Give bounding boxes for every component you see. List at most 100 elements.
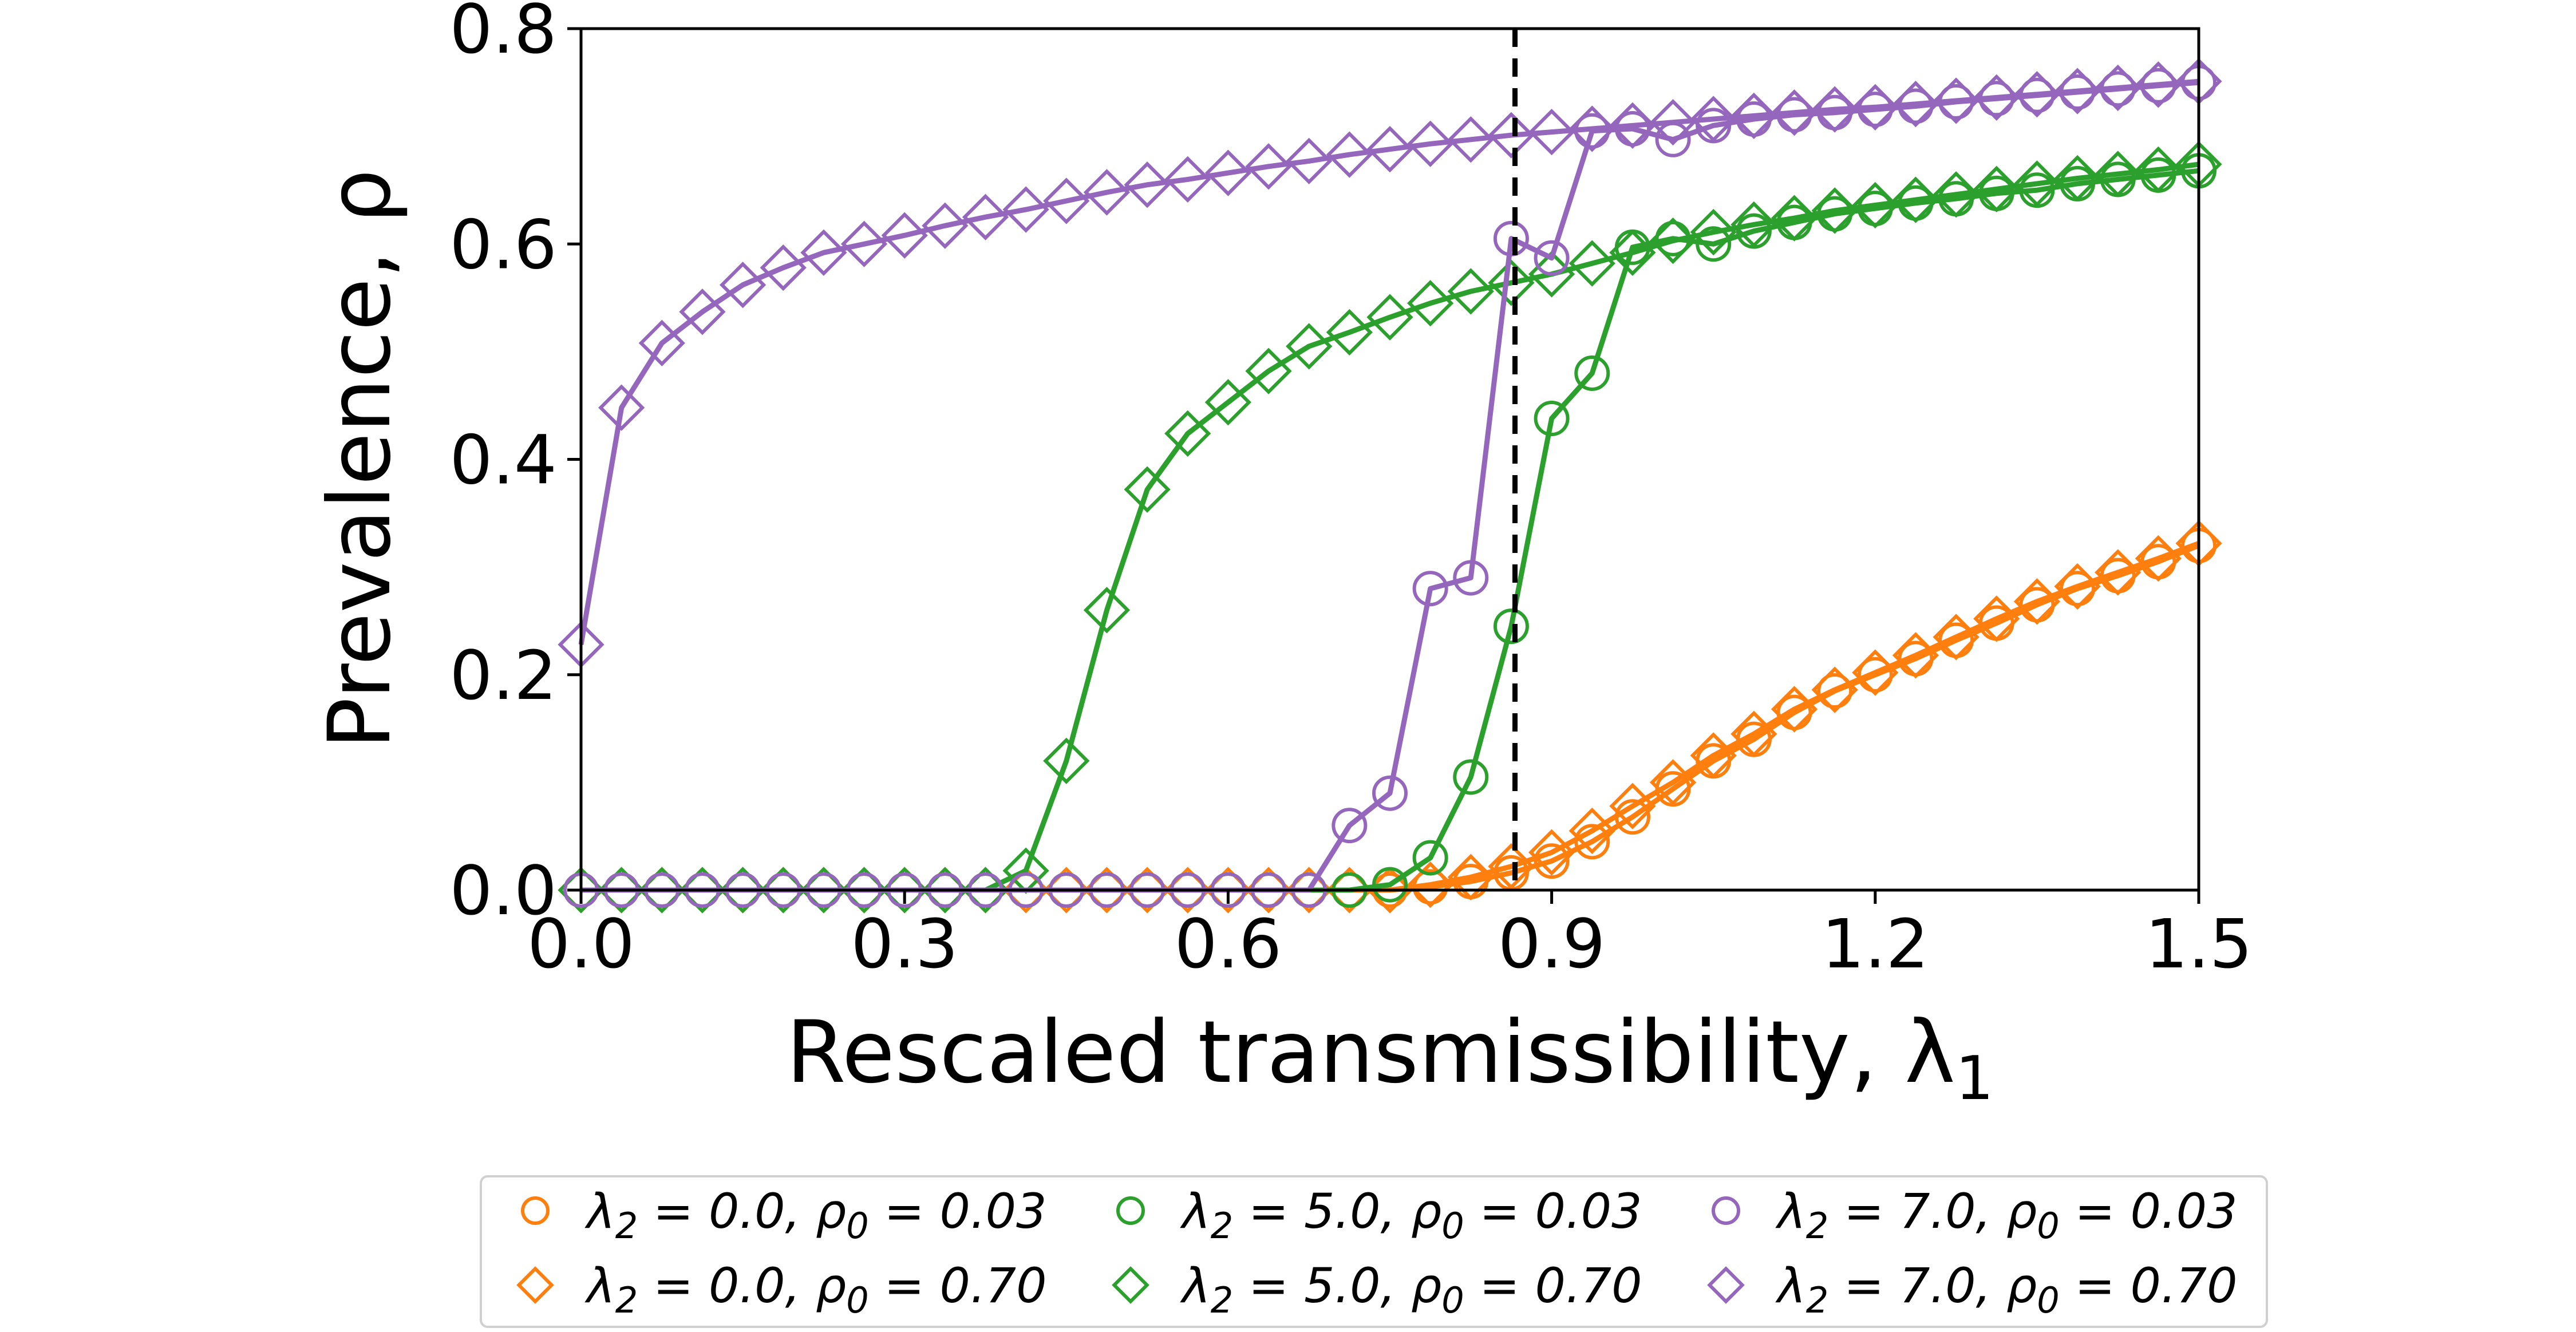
legend-label-part: 2 (1806, 1279, 1828, 1321)
data-point (1528, 829, 1575, 876)
legend-marker (516, 1266, 554, 1304)
data-point (1447, 853, 1494, 901)
data-point (1730, 201, 1777, 248)
data-point (1696, 226, 1732, 262)
legend-label-part: λ (1180, 1183, 1211, 1239)
data-point (2054, 155, 2101, 202)
legend-label-part: 0 (846, 1279, 868, 1321)
data-point (800, 229, 847, 276)
data-point (2054, 563, 2101, 610)
data-point (1286, 323, 1333, 370)
data-point (1892, 176, 1939, 223)
data-point (1204, 149, 1252, 196)
legend-label-part: 2 (1211, 1279, 1233, 1321)
data-point (1568, 807, 1615, 855)
data-point (1609, 102, 1656, 149)
data-point (1326, 131, 1373, 178)
data-point (2095, 64, 2142, 112)
data-point (1447, 268, 1494, 315)
data-point (922, 202, 969, 249)
legend-label-part: = 7.0, (1828, 1183, 2006, 1239)
data-point (598, 384, 645, 431)
data-point (1407, 280, 1454, 327)
data-point (1412, 840, 1448, 876)
data-point (1083, 587, 1131, 634)
data-point (1083, 169, 1131, 216)
data-point (1332, 808, 1368, 844)
legend-label-part: = 5.0, (1233, 1258, 1411, 1314)
legend-entry-4: λ2 = 7.0, ρ0 = 0.03 (1712, 1183, 2238, 1247)
legend-marker (1707, 1266, 1745, 1304)
data-point (1817, 673, 1853, 709)
y-axis-label: Prevalence, ρ (310, 169, 410, 749)
data-point (1245, 347, 1292, 394)
data-point (1407, 120, 1454, 167)
legend-label-part: λ (584, 1183, 615, 1239)
data-point (1771, 686, 1818, 733)
data-point (1453, 560, 1489, 596)
data-point (1973, 74, 2020, 121)
data-point (1043, 177, 1090, 224)
data-point (1933, 77, 1980, 124)
legend-label-part: 0 (846, 1205, 868, 1247)
data-point (760, 244, 807, 291)
legend-label-part: = 7.0, (1828, 1258, 2006, 1314)
series-1 (558, 520, 2222, 914)
data-point (1124, 466, 1171, 513)
data-point (2013, 71, 2061, 118)
series-5 (558, 58, 2222, 668)
legend-entry-0: λ2 = 0.0, ρ0 = 0.03 (521, 1183, 1047, 1247)
legend-frame (480, 1175, 2268, 1328)
y-tick-label: 0.0 (449, 851, 557, 930)
data-point (1690, 208, 1737, 256)
data-point (1204, 379, 1252, 426)
data-point (1857, 657, 1893, 693)
data-point (1372, 775, 1408, 811)
data-point (881, 212, 928, 259)
data-point (1852, 84, 1899, 131)
data-point (1933, 171, 1980, 218)
data-point (1528, 108, 1575, 156)
data-point (1372, 867, 1408, 903)
data-point (1366, 867, 1413, 914)
legend-label-part: λ (584, 1258, 615, 1314)
x-tick-label: 0.3 (851, 904, 958, 983)
data-point (1286, 137, 1333, 185)
data-point (1811, 86, 1858, 133)
legend-label-part: ρ (1411, 1258, 1441, 1314)
data-point (1568, 240, 1615, 287)
data-point (1493, 608, 1529, 645)
data-point (2135, 146, 2182, 193)
x-tick-label: 0.0 (527, 904, 635, 983)
data-point (1124, 161, 1171, 208)
legend-label-part: = 0.0, (638, 1183, 816, 1239)
series-0 (563, 528, 2217, 908)
legend-label-part: ρ (2006, 1183, 2037, 1239)
legend-marker (521, 1196, 550, 1225)
legend-label: λ2 = 5.0, ρ0 = 0.03 (1180, 1183, 1642, 1247)
x-axis-label-text: Rescaled transmissibility, λ (786, 1003, 1955, 1102)
y-tick-label: 0.6 (449, 205, 557, 284)
y-tick-label: 0.2 (449, 636, 557, 715)
legend-marker (1112, 1266, 1149, 1304)
series-line (581, 543, 2200, 893)
legend-label: λ2 = 5.0, ρ0 = 0.70 (1180, 1258, 1642, 1321)
legend-label-part: 2 (1806, 1205, 1828, 1247)
data-point (1852, 181, 1899, 229)
data-point (1534, 240, 1570, 276)
legend-label: λ2 = 7.0, ρ0 = 0.03 (1775, 1183, 2238, 1247)
legend-label-part: λ (1775, 1258, 1806, 1314)
data-point (1649, 217, 1697, 264)
data-point (1771, 89, 1818, 136)
data-point (962, 193, 1009, 240)
y-axis-ticks: 0.0 0.2 0.4 0.6 0.8 (449, 0, 581, 930)
data-point (1892, 632, 1939, 679)
data-point (1649, 759, 1697, 806)
legend-label-part: ρ (816, 1183, 846, 1239)
series-line (581, 80, 2199, 893)
series-layer (558, 58, 2222, 914)
data-point (1568, 105, 1615, 152)
